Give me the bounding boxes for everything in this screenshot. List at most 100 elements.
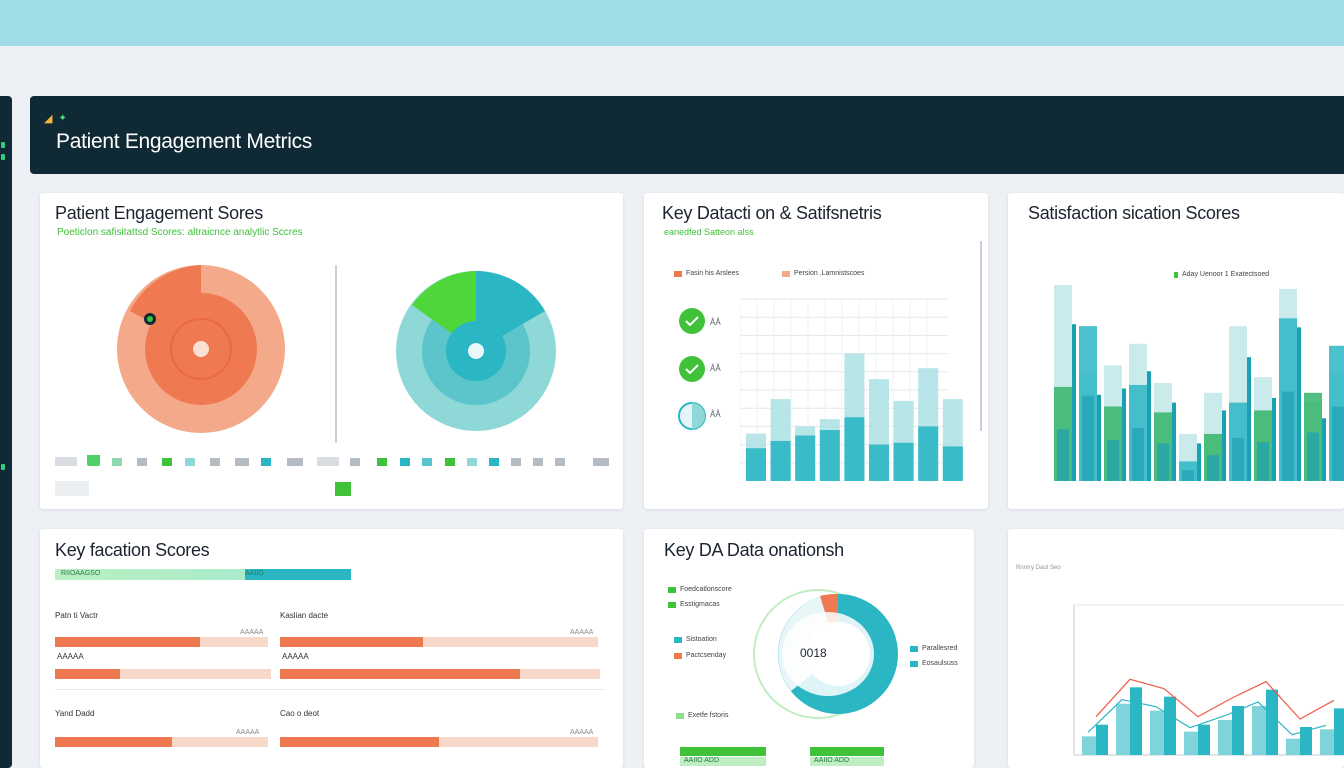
- progress-label: RIIOAAGSO: [61, 570, 101, 577]
- bar-inner: [1182, 470, 1194, 481]
- trend-bar-line-chart: [1073, 604, 1344, 756]
- legend-row-secondary: [55, 481, 610, 497]
- bar-secondary: [1184, 731, 1198, 755]
- trend-line: [1095, 678, 1335, 720]
- status-indicators: [678, 308, 706, 430]
- bar-inner: [1257, 442, 1269, 481]
- score-row-value: AAAAA: [570, 729, 594, 736]
- bar-secondary: [1150, 710, 1164, 755]
- bar-tick: [1072, 324, 1076, 481]
- card-subtitle: eanedfed Satteon alss: [664, 227, 754, 237]
- legend-item: Eosaulsuss: [910, 660, 958, 667]
- bar-lower: [795, 435, 816, 481]
- score-row-value: AAAAA: [570, 629, 594, 636]
- legend-item: Parallesred: [910, 645, 957, 652]
- breadcrumb: ◢ ✦: [44, 113, 79, 125]
- bar-inner: [1132, 428, 1144, 481]
- bar-primary: [1096, 724, 1108, 755]
- score-bar: [280, 637, 598, 647]
- card-caption: Rnnrry Daut Seo: [1016, 565, 1061, 571]
- score-bar: [280, 737, 598, 747]
- score-row-label: Kaslian dacte: [280, 611, 329, 620]
- bar-inner: [1207, 455, 1219, 481]
- rail-indicator-icon: [1, 464, 5, 470]
- gauge-charts: [117, 265, 556, 443]
- score-row-label: Yand Dadd: [55, 709, 95, 718]
- bar-lower: [844, 417, 865, 481]
- key-data-card: Key Datacti on & Satifsnetris eanedfed S…: [644, 193, 988, 509]
- indicator-label: ÅÅ: [710, 318, 721, 327]
- engagement-gauge-orange: [117, 265, 285, 433]
- top-banner: [0, 0, 1344, 46]
- summary-bar: AAIIO ADD: [680, 757, 766, 766]
- card-title: Satisfaction sication Scores: [1028, 203, 1240, 223]
- bar-tick: [1197, 443, 1201, 481]
- bar-tick: [1172, 402, 1176, 481]
- page-header: ◢ ✦ Patient Engagement Metrics: [30, 96, 1344, 174]
- left-sidebar-rail[interactable]: [0, 96, 12, 768]
- legend-item: Exetfe fstoris: [676, 712, 728, 719]
- bar-secondary: [1116, 703, 1130, 755]
- divider: [55, 689, 605, 690]
- bar-lower: [918, 426, 939, 481]
- satisfaction-scores-card: Satisfaction sication Scores Aday Uenoor…: [1008, 193, 1344, 509]
- score-row-value: AAAAA: [240, 629, 264, 636]
- bar-lower: [746, 448, 766, 481]
- bar-tick: [1322, 418, 1326, 481]
- score-bar-fill: [55, 637, 200, 647]
- score-bar: [55, 669, 271, 679]
- bar-primary: [1164, 696, 1176, 755]
- summary-bar: AAIIO ADD: [810, 757, 884, 766]
- score-row-label: Cao o deot: [280, 709, 320, 718]
- card-title: Patient Engagement Sores: [55, 203, 263, 223]
- bar-primary: [1266, 689, 1278, 755]
- bar-lower: [869, 444, 889, 481]
- facation-scores-card: Key facation Scores RIIOAAGSO AAIIO Patn…: [40, 529, 623, 768]
- bar-secondary: [1252, 706, 1266, 755]
- rail-indicator-icon: [1, 154, 5, 160]
- score-bar: [55, 737, 268, 747]
- folder-icon[interactable]: ◢: [44, 113, 53, 125]
- bar-secondary: [1218, 720, 1232, 755]
- bar-tick: [1247, 357, 1251, 481]
- page-title: Patient Engagement Metrics: [56, 130, 313, 153]
- bar-inner: [1082, 395, 1094, 481]
- engagement-scores-card: Patient Engagement Sores Poeticlon safis…: [40, 193, 623, 509]
- score-bar-fill: [280, 669, 520, 679]
- bar-inner: [1332, 406, 1344, 481]
- bar-primary: [1232, 706, 1244, 755]
- summary-bar: [810, 747, 884, 756]
- bar-inner: [1107, 440, 1119, 481]
- donut-center-value: 0018: [800, 646, 827, 660]
- score-row-label: Patn ti Vactr: [55, 611, 98, 620]
- bar-tick: [1272, 397, 1276, 481]
- bar-tick: [1297, 327, 1301, 481]
- score-bar-fill: [280, 737, 439, 747]
- legend-swatch: [55, 481, 89, 496]
- indicator-label: ÅÅ: [710, 410, 721, 419]
- check-icon: [679, 356, 705, 382]
- score-row-sub: AAAAA: [282, 652, 309, 661]
- bar-lower: [893, 442, 914, 481]
- score-bar-fill: [55, 669, 120, 679]
- score-row-value: AAAAA: [236, 729, 260, 736]
- score-bar-fill: [55, 737, 173, 747]
- card-title: Key facation Scores: [55, 540, 210, 560]
- bar-tick: [1122, 388, 1126, 481]
- legend-item: Sistoation: [674, 636, 717, 643]
- bar-secondary: [1320, 729, 1334, 755]
- rail-indicator-icon: [1, 142, 5, 148]
- indicator-label: ÅÅ: [710, 364, 721, 373]
- bar-inner: [1282, 391, 1294, 481]
- legend-item: Persion .Lamnistscoes: [782, 270, 864, 277]
- legend-item: Pactcsenday: [674, 652, 726, 659]
- bar-primary: [1198, 724, 1210, 755]
- bar-secondary: [1286, 738, 1300, 755]
- engagement-gauge-teal: [396, 271, 556, 431]
- overall-progress-fill: [245, 569, 351, 580]
- scroll-divider[interactable]: [980, 241, 982, 431]
- bar-secondary: [1082, 736, 1096, 755]
- key-data-bar-chart: [740, 298, 963, 481]
- bar-primary: [1130, 687, 1142, 755]
- bar-primary: [1334, 708, 1344, 755]
